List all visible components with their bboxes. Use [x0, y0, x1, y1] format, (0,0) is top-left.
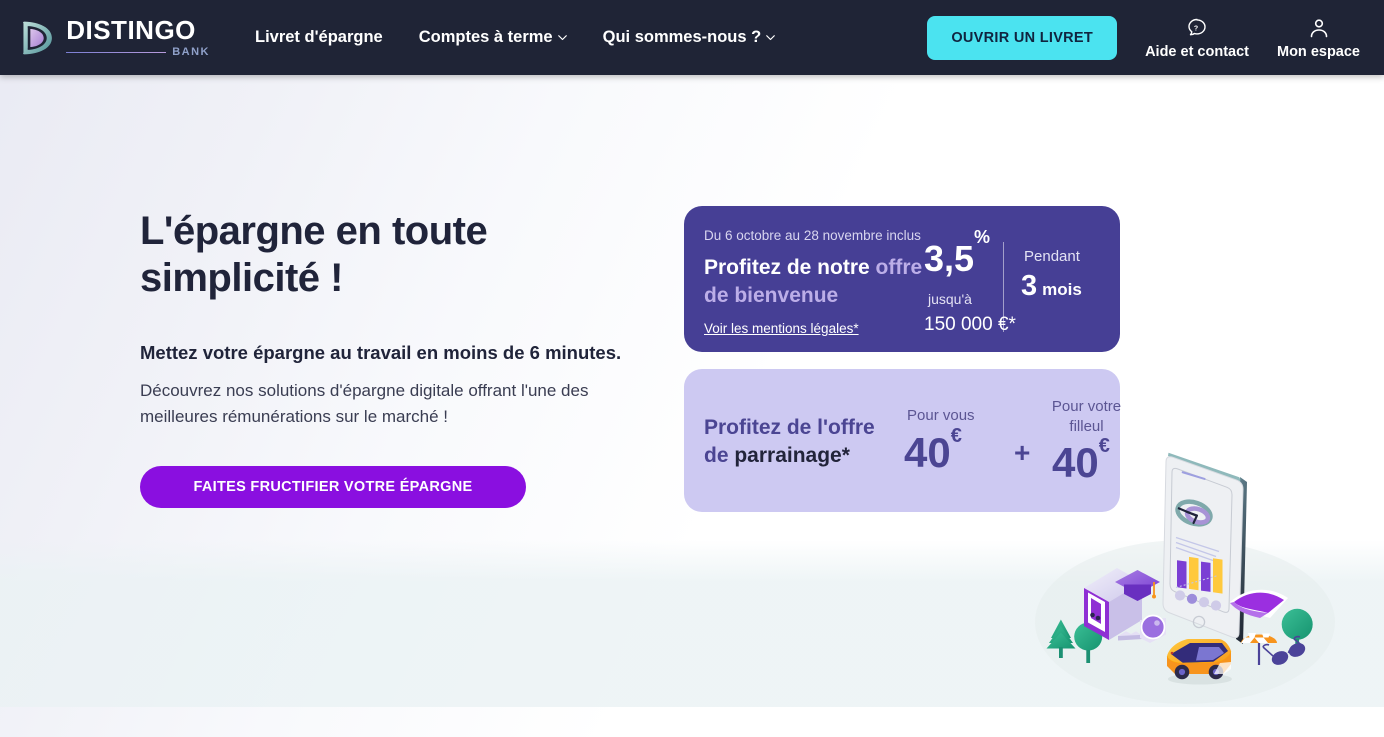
svg-text:?: ?: [1194, 25, 1198, 32]
